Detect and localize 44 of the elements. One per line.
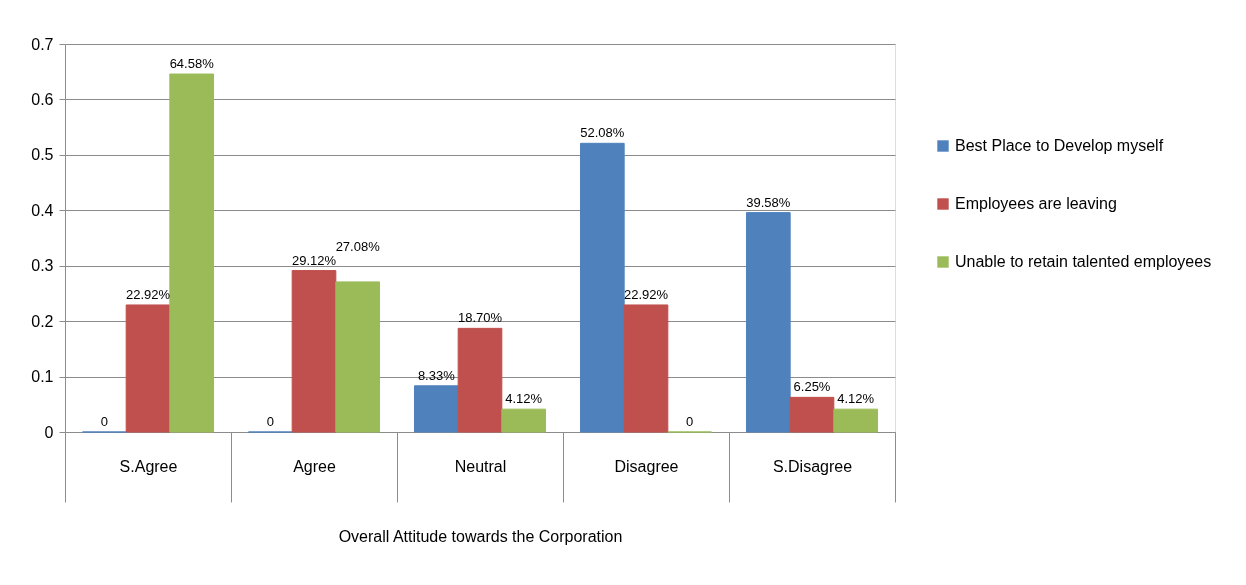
legend-label: Best Place to Develop myself: [955, 137, 1164, 154]
data-label: 0: [686, 414, 694, 429]
data-label: 22.92%: [125, 286, 171, 302]
y-tick-label: 0: [44, 423, 54, 441]
y-tick-label: 0.4: [31, 201, 54, 219]
data-label: 39.58%: [746, 194, 791, 210]
data-label: 22.92%: [623, 286, 669, 302]
bar: [125, 304, 171, 433]
data-label: 6.25%: [793, 379, 831, 395]
bar: [413, 385, 459, 433]
y-tick-label: 0.3: [31, 257, 54, 275]
x-axis-title: Overall Attitude towards the Corporation: [338, 528, 623, 545]
data-label: 0: [100, 414, 108, 429]
bar: [335, 281, 381, 433]
x-tick-label: S.Disagree: [772, 457, 853, 475]
data-label: 8.33%: [417, 367, 456, 383]
data-label: 4.12%: [505, 391, 543, 407]
x-tick-label: S.Agree: [119, 457, 178, 475]
data-label: 0: [266, 414, 274, 429]
y-tick-label: 0.2: [31, 312, 54, 330]
data-label: 27.08%: [335, 238, 381, 254]
legend-label: Unable to retain talented employees: [955, 253, 1212, 270]
data-label: 4.12%: [837, 391, 875, 407]
legend-label: Employees are leaving: [955, 195, 1117, 212]
y-tick-label: 0.7: [31, 35, 54, 53]
data-label: 29.12%: [291, 252, 337, 268]
bar: [291, 270, 337, 433]
data-label: 64.58%: [169, 56, 215, 72]
bar: [745, 212, 791, 433]
x-tick-label: Disagree: [614, 457, 679, 475]
y-tick-label: 0.5: [31, 146, 54, 164]
data-label: 18.70%: [457, 310, 503, 326]
bar: [457, 327, 503, 433]
y-tick-label: 0.1: [31, 368, 54, 386]
bar: [501, 408, 547, 433]
bar: [169, 73, 215, 433]
bar: [623, 304, 669, 433]
bar: [833, 408, 879, 433]
x-tick-label: Agree: [293, 457, 336, 475]
x-tick-label: Neutral: [454, 457, 507, 475]
data-label: 52.08%: [580, 125, 625, 141]
y-tick-label: 0.6: [31, 90, 54, 108]
bar: [579, 142, 625, 433]
bar: [789, 396, 835, 433]
